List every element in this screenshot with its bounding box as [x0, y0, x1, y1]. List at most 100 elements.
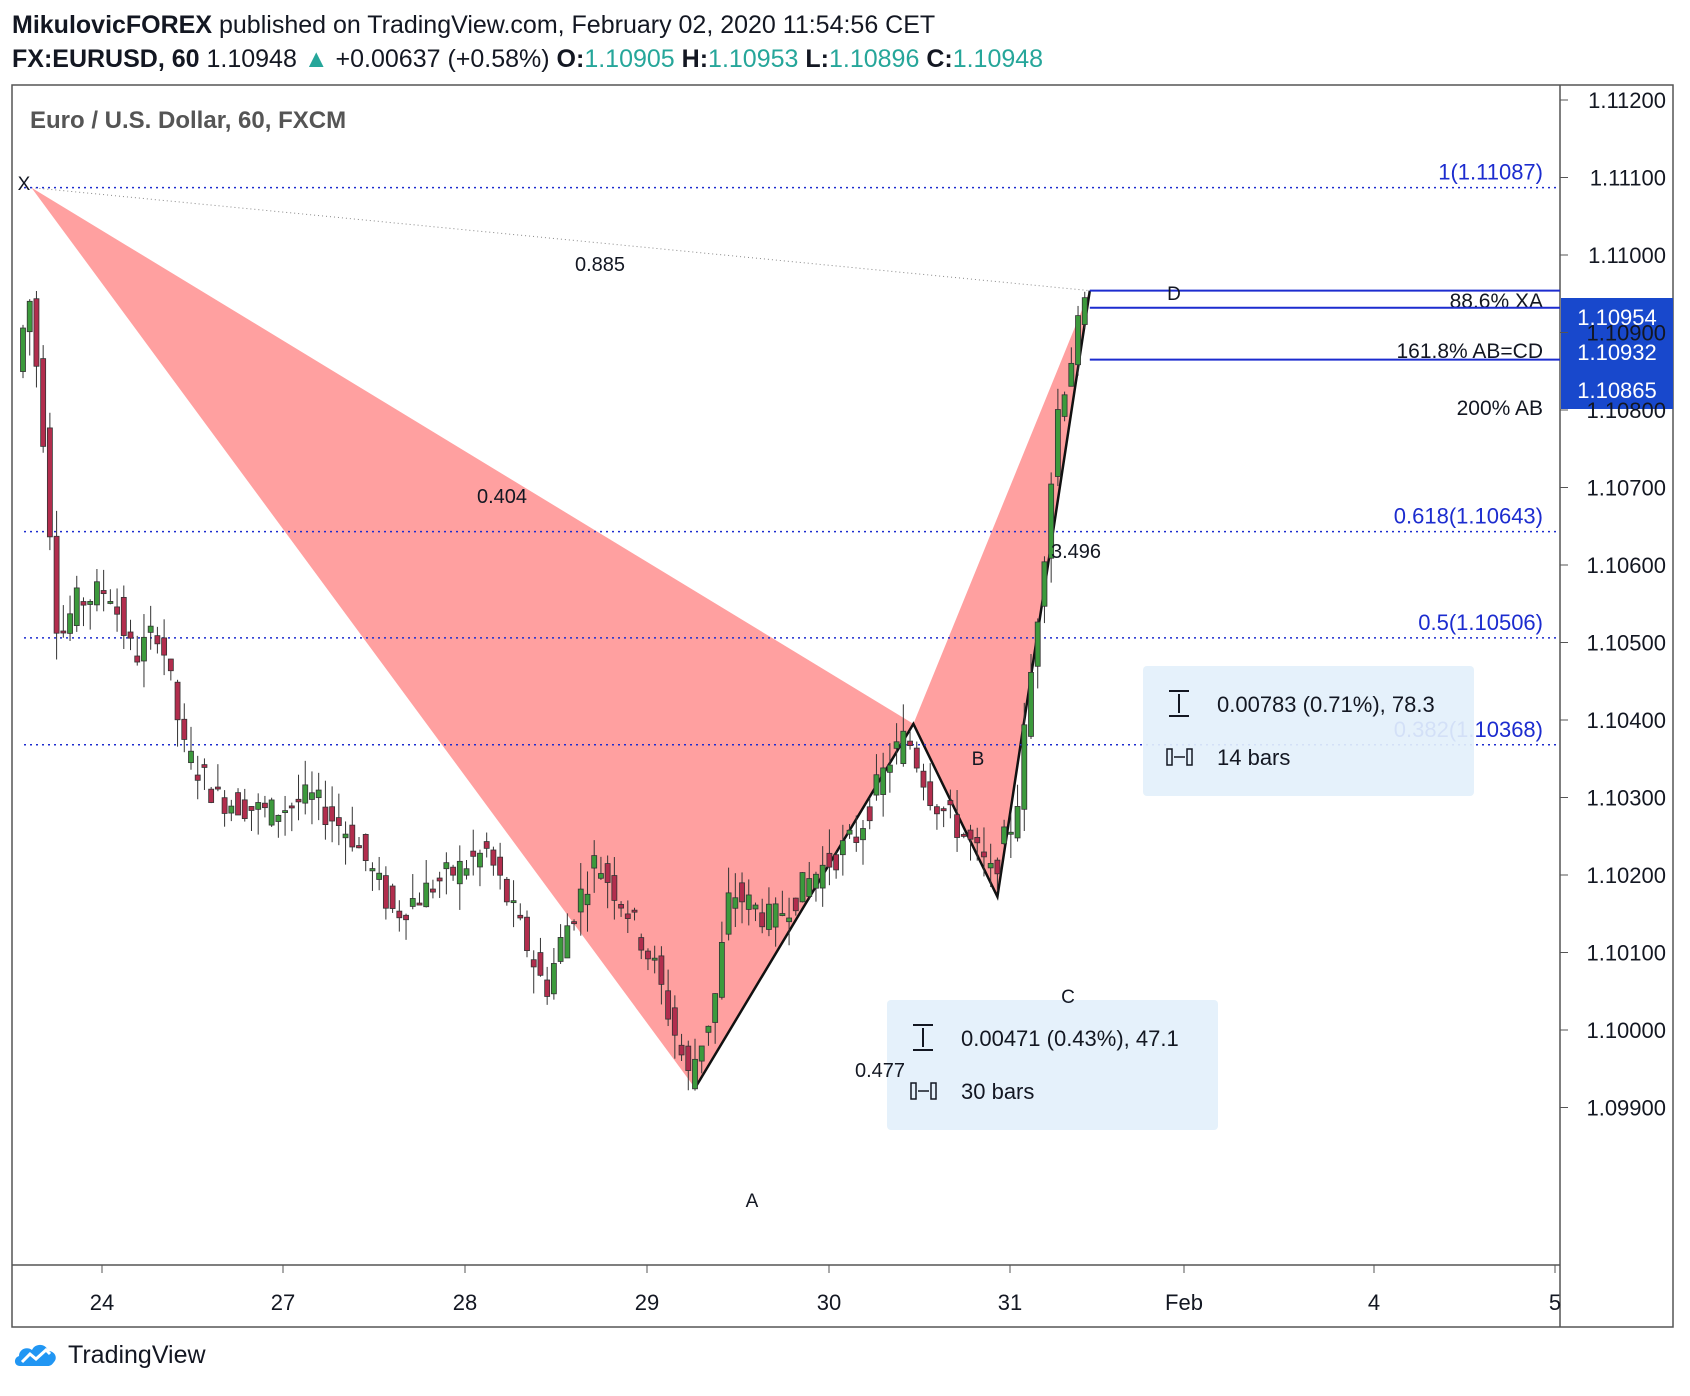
candle [591, 840, 598, 893]
candle [483, 832, 490, 858]
candle [423, 860, 430, 908]
candle [685, 1040, 692, 1091]
candle [295, 774, 302, 821]
candle [490, 846, 497, 876]
y-tick-label: 1.10600 [1586, 553, 1666, 578]
y-tick-label: 1.10200 [1586, 863, 1666, 888]
candle [954, 790, 960, 852]
candle [598, 856, 604, 880]
target-lines[interactable]: 88.6% XA 1.10954 161.8% AB=CD 1.10932 200% A… [1089, 289, 1673, 420]
price-tag-text: 1.10932 [1577, 340, 1657, 365]
measure-bars-text: 14 bars [1217, 745, 1290, 770]
candle [705, 1025, 712, 1046]
candle [779, 890, 786, 917]
candle [732, 873, 739, 928]
candle [564, 913, 571, 959]
candle [262, 795, 268, 818]
candle [530, 950, 537, 994]
candle [100, 569, 107, 612]
price-tag [1561, 371, 1673, 409]
target-label: 88.6% XA [1450, 290, 1543, 313]
y-tick-label: 1.10700 [1586, 476, 1666, 501]
candle [524, 910, 530, 958]
candle [174, 679, 181, 747]
price-tag [1561, 298, 1673, 336]
candle [698, 1045, 705, 1074]
candle [638, 933, 645, 960]
candle [430, 879, 436, 899]
candle [799, 872, 806, 903]
candle [416, 892, 423, 906]
candle [618, 901, 624, 917]
quote-line: FX:EURUSD, 60 1.10948 ▲ +0.00637 (+0.58%… [12, 42, 1672, 76]
price-tag [1561, 333, 1673, 371]
price-range-icon [913, 1024, 933, 1051]
measure-box[interactable]: 0.00471 (0.43%), 47.1 30 bars [887, 1000, 1218, 1130]
candle [725, 867, 732, 941]
candle [53, 510, 60, 660]
xd-ratio-line [31, 187, 1090, 292]
pattern-triangle-xab [31, 187, 914, 1089]
candle [20, 324, 26, 379]
candle [826, 829, 833, 886]
measure-bars-text: 30 bars [961, 1079, 1034, 1104]
author-name[interactable]: MikulovicFOREX [12, 11, 213, 39]
candle [214, 764, 221, 792]
candle [786, 897, 792, 946]
x-tick-label: 31 [998, 1290, 1022, 1315]
price-axis[interactable]: 1.11200 1.11100 1.11000 1.10900 1.10800 1.107… [1560, 88, 1666, 1121]
target-label: 161.8% AB=CD [1396, 340, 1543, 363]
measure-box[interactable]: 0.00783 (0.71%), 78.3 14 bars [1143, 666, 1474, 796]
time-axis[interactable]: 24 27 28 29 30 31 Feb 4 5 [90, 1265, 1561, 1315]
candle [604, 855, 611, 909]
candle [913, 741, 920, 773]
pattern-point-label: D [1167, 284, 1181, 305]
change-arrow-icon: ▲ [303, 45, 329, 73]
measure-boxes[interactable]: 0.00783 (0.71%), 78.3 14 bars 0.00471 (0.4… [887, 666, 1474, 1130]
price-change: +0.00637 (+0.58%) [335, 45, 550, 73]
candle [557, 924, 564, 964]
y-tick-label: 1.11200 [1588, 88, 1666, 113]
symbol[interactable]: FX:EURUSD, 60 [12, 45, 200, 73]
candle [907, 730, 913, 750]
candle [302, 760, 309, 815]
publish-line: MikulovicFOREX published on TradingView.… [12, 8, 1672, 42]
candle [208, 786, 215, 804]
candle [26, 299, 33, 356]
fib-level-label: 1(1.11087) [1438, 160, 1543, 185]
y-tick-label: 1.10500 [1586, 631, 1666, 656]
candle [1061, 391, 1068, 422]
candle [577, 863, 584, 936]
candle [167, 658, 174, 681]
candle [981, 827, 987, 877]
pattern-labels: X A B C D 0.885 0.404 0.477 3.496 [18, 174, 1181, 1212]
y-tick-label: 1.09900 [1586, 1096, 1666, 1121]
candle [228, 799, 235, 822]
y-tick-label: 1.10100 [1586, 941, 1666, 966]
candle [550, 948, 557, 1000]
low-label: L: [805, 45, 829, 73]
candle [477, 849, 483, 887]
candle [67, 595, 73, 641]
candle [114, 588, 120, 632]
candle [839, 824, 846, 876]
candle [853, 815, 860, 852]
candle [1034, 618, 1041, 689]
candle [127, 619, 134, 651]
candle [1021, 702, 1028, 832]
candle [651, 945, 658, 974]
candle [1048, 472, 1055, 583]
pattern-ratio-label: 0.404 [477, 486, 527, 508]
y-tick-label: 1.10900 [1586, 321, 1666, 346]
candle [886, 743, 893, 793]
candle [880, 752, 887, 817]
tradingview-brand[interactable]: TradingView [68, 1340, 206, 1369]
candle [833, 851, 840, 879]
open-value: 1.10905 [584, 45, 675, 73]
candle [409, 874, 416, 910]
candle [745, 879, 752, 926]
candle [624, 900, 631, 934]
candle [154, 626, 161, 654]
candle [288, 802, 295, 832]
